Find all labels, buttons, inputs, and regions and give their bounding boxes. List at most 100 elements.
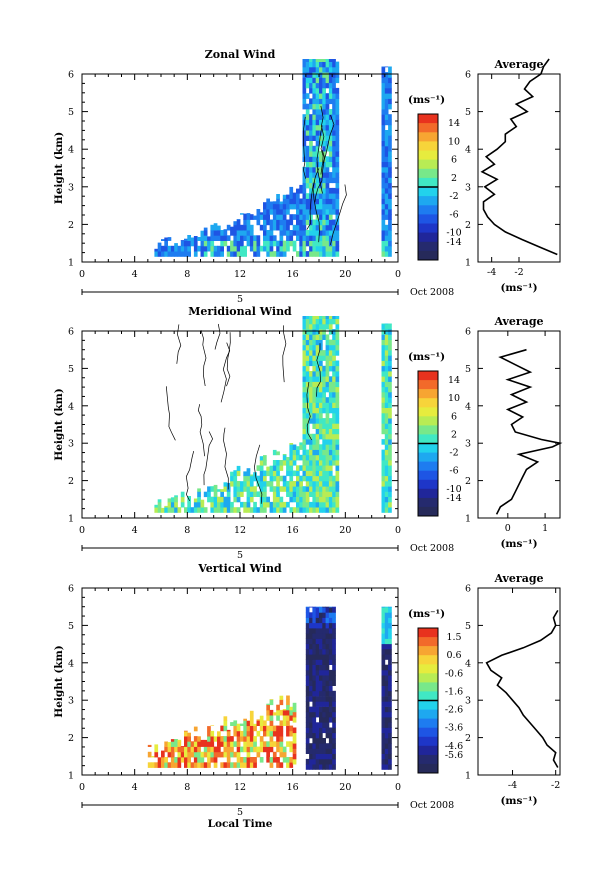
heatmap-cell (319, 219, 323, 226)
heatmap-cell (180, 746, 185, 747)
heatmap-cell (299, 491, 303, 497)
heatmap-cell (325, 617, 330, 624)
heatmap-cell (319, 240, 323, 247)
colorbar-swatch (418, 664, 438, 674)
heatmap-cell (279, 245, 284, 252)
heatmap-cell (253, 491, 257, 497)
heatmap-cell (210, 235, 215, 241)
heatmap-cell (243, 741, 247, 747)
heatmap-cell (187, 736, 191, 742)
heatmap-cell (381, 323, 386, 325)
heatmap-cell (207, 741, 211, 747)
colorbar-swatch (418, 628, 438, 638)
heatmap-cell (246, 741, 251, 747)
heatmap-cell (289, 235, 294, 241)
average-profile-line (480, 58, 558, 256)
heatmap-cell (384, 224, 389, 231)
heatmap-cell (319, 748, 323, 754)
heatmap-cell (381, 145, 386, 152)
colorbar-swatch (418, 727, 438, 738)
heatmap-cell (299, 481, 303, 487)
heatmap-cell (381, 491, 386, 497)
y-tick-label: 6 (68, 327, 74, 338)
heatmap-cell (305, 344, 310, 351)
heatmap-cell (309, 764, 313, 770)
heatmap-cell (388, 664, 392, 671)
heatmap-cell (335, 203, 340, 210)
heatmap-cell (193, 240, 198, 247)
heatmap-cell (279, 214, 284, 220)
heatmap-cell (319, 235, 323, 241)
heatmap-cell (286, 486, 290, 492)
heatmap-cell (269, 757, 274, 763)
heatmap-cell (384, 198, 389, 205)
heatmap-cell (305, 628, 310, 634)
heatmap-cell (299, 235, 303, 241)
heatmap-cell (292, 732, 297, 739)
heatmap-cell (319, 203, 323, 210)
heatmap-cell (289, 741, 294, 747)
heatmap-cell (335, 402, 340, 408)
heatmap-cell (269, 465, 274, 471)
heatmap-cell (319, 209, 323, 215)
heatmap-cell (279, 496, 284, 503)
heatmap-cell (164, 251, 168, 257)
heatmap-cell (302, 486, 307, 492)
heatmap-cell (381, 392, 386, 398)
heatmap-cell (302, 66, 307, 73)
heatmap-cell (322, 465, 326, 471)
heatmap-cell (286, 730, 290, 737)
heatmap-cell (319, 496, 323, 503)
heatmap-cell (384, 323, 389, 330)
heatmap-cell (236, 746, 241, 753)
heatmap-cell (272, 201, 277, 205)
heatmap-cell (384, 654, 389, 660)
heatmap-cell (328, 198, 333, 205)
heatmap-cell (332, 664, 336, 671)
heatmap-cell (325, 182, 330, 189)
heatmap-cell (197, 507, 201, 513)
heatmap-cell (157, 499, 162, 503)
heatmap-cell (309, 230, 313, 236)
heatmap-cell (213, 746, 218, 753)
heatmap-cell (328, 418, 333, 424)
heatmap-cell (322, 119, 326, 126)
heatmap-cell (319, 732, 323, 739)
heatmap-cell (305, 758, 310, 765)
heatmap-cell (269, 501, 274, 508)
heatmap-cell (381, 344, 386, 351)
heatmap-cell (296, 209, 300, 215)
heatmap-cell (332, 412, 336, 419)
heatmap-cell (296, 193, 300, 199)
y-tick-label: 3 (68, 696, 74, 707)
heatmap-cell (309, 643, 313, 650)
heatmap-cell (315, 722, 320, 728)
heatmap-cell (332, 240, 336, 247)
heatmap-cell (319, 727, 323, 734)
heatmap-cell (272, 203, 277, 210)
heatmap-cell (319, 486, 323, 492)
heatmap-cell (246, 230, 251, 236)
heatmap-cell (177, 741, 182, 747)
heatmap-cell (312, 758, 317, 765)
heatmap-cell (315, 738, 320, 744)
heatmap-cell (384, 209, 389, 215)
heatmap-cell (312, 696, 317, 702)
heatmap-cell (381, 412, 386, 419)
y-axis-label: Height (km) (53, 645, 65, 717)
heatmap-cell (322, 402, 326, 408)
heatmap-cell (381, 381, 386, 388)
heatmap-cell (213, 223, 218, 226)
heatmap-cell (325, 659, 330, 665)
heatmap-cell (249, 757, 254, 763)
heatmap-cell (312, 161, 317, 168)
heatmap-cell (388, 685, 392, 692)
heatmap-cell (328, 329, 333, 335)
heatmap-cell (226, 486, 231, 492)
heatmap-cell (174, 762, 178, 768)
heatmap-cell (332, 617, 336, 624)
heatmap-cell (279, 709, 284, 716)
heatmap-cell (335, 428, 340, 435)
heatmap-cell (286, 715, 290, 721)
